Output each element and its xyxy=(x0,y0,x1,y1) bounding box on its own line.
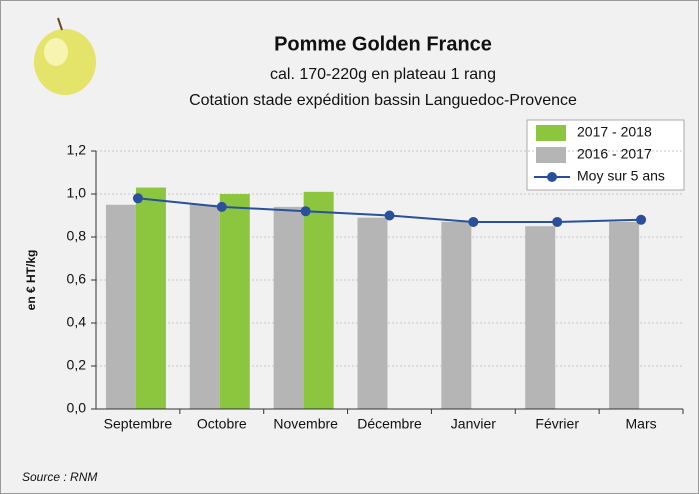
chart-title: Pomme Golden France xyxy=(274,33,492,55)
x-tick-label: Janvier xyxy=(451,416,496,432)
bar xyxy=(105,204,136,409)
bar xyxy=(189,204,220,409)
bar xyxy=(303,191,334,409)
bar xyxy=(357,217,388,409)
line-marker xyxy=(216,201,227,212)
bar xyxy=(273,206,304,409)
line-marker xyxy=(552,216,563,227)
source: Source : RNM xyxy=(22,470,97,484)
y-tick-label: 0,6 xyxy=(67,271,87,287)
legend-label: Moy sur 5 ans xyxy=(577,168,665,184)
legend-swatch xyxy=(536,125,566,141)
legend-swatch xyxy=(536,147,566,163)
y-tick-label: 0,2 xyxy=(67,357,87,373)
line-marker xyxy=(132,193,143,204)
legend-label: 2017 - 2018 xyxy=(577,124,652,140)
legend-swatch xyxy=(547,172,557,182)
bar xyxy=(219,194,250,409)
y-axis-label: en € HT/kg xyxy=(24,250,38,311)
x-tick-label: Décembre xyxy=(357,416,422,432)
bar xyxy=(441,221,472,409)
line-marker xyxy=(384,210,395,221)
y-tick-label: 1,2 xyxy=(67,142,87,158)
x-tick-label: Octobre xyxy=(197,416,247,432)
x-tick-label: Novembre xyxy=(273,416,338,432)
line-marker xyxy=(636,214,647,225)
legend-label: 2016 - 2017 xyxy=(577,146,652,162)
chart-subtitle: cal. 170-220g en plateau 1 rang xyxy=(270,66,496,83)
x-tick-label: Février xyxy=(535,416,579,432)
bar xyxy=(525,226,556,409)
line-marker xyxy=(300,206,311,217)
bar xyxy=(135,187,166,409)
y-tick-label: 0,4 xyxy=(67,314,87,330)
y-tick-label: 0,0 xyxy=(67,400,87,416)
chart-subtitle: Cotation stade expédition bassin Langued… xyxy=(189,92,577,109)
x-tick-label: Mars xyxy=(626,416,657,432)
x-tick-label: Septembre xyxy=(104,416,173,432)
bar xyxy=(609,221,640,409)
y-tick-label: 0,8 xyxy=(67,228,87,244)
line-marker xyxy=(468,216,479,227)
y-tick-label: 1,0 xyxy=(67,185,87,201)
apple-icon xyxy=(34,17,96,95)
